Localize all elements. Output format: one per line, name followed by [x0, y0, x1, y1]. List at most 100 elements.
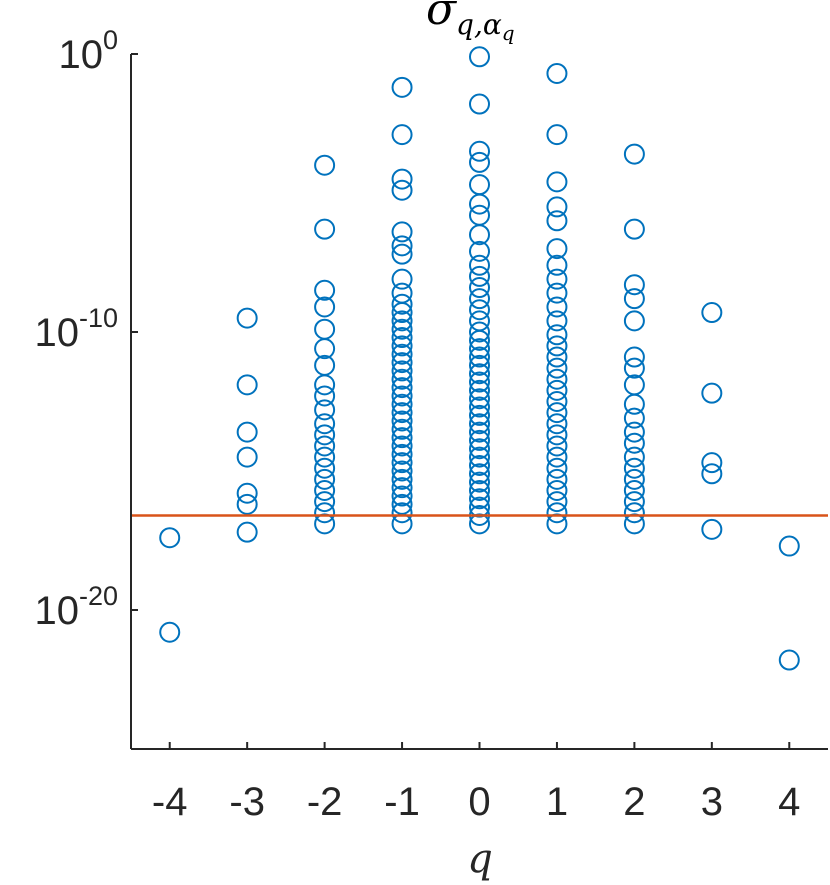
- data-point: [623, 421, 645, 443]
- data-point: [546, 346, 568, 368]
- data-point: [469, 240, 490, 262]
- data-point: [623, 288, 645, 310]
- data-point: [391, 452, 413, 474]
- data-point: [469, 471, 490, 493]
- data-point: [546, 254, 568, 276]
- data-point: [391, 282, 413, 304]
- x-tick-label: 4: [778, 780, 800, 824]
- data-point: [391, 221, 413, 243]
- data-point: [469, 371, 490, 393]
- x-axis-ticks: -4 -3 -2 -1 0 1 2 3 4: [152, 742, 800, 824]
- data-point: [391, 360, 413, 382]
- data-point: [469, 329, 490, 351]
- data-point: [469, 321, 490, 343]
- x-tick-label: -2: [307, 780, 343, 824]
- data-point: [623, 491, 645, 513]
- data-point: [469, 479, 490, 501]
- data-point: [391, 268, 413, 290]
- x-tick-label: -4: [152, 780, 188, 824]
- data-point: [469, 204, 490, 226]
- data-point: [623, 468, 645, 490]
- data-point: [623, 446, 645, 468]
- data-point: [391, 343, 413, 365]
- data-point: [391, 443, 413, 465]
- x-tick-label: -3: [229, 780, 265, 824]
- data-point: [546, 491, 568, 513]
- chart-title: σq,αq: [426, 0, 515, 45]
- data-point: [314, 154, 336, 176]
- data-point: [391, 168, 413, 190]
- data-point: [314, 446, 336, 468]
- data-point: [469, 93, 490, 115]
- data-point: [391, 318, 413, 340]
- data-point: [391, 76, 413, 98]
- data-point: [469, 174, 490, 196]
- data-point: [314, 513, 336, 535]
- data-point: [546, 210, 568, 232]
- data-point: [546, 391, 568, 412]
- data-point: [314, 502, 336, 524]
- data-point: [701, 452, 723, 474]
- data-point: [391, 327, 413, 349]
- data-point: [469, 193, 490, 215]
- data-point: [701, 463, 723, 485]
- data-point: [391, 302, 413, 324]
- data-point: [391, 410, 413, 432]
- data-point: [469, 413, 490, 435]
- data-point: [623, 357, 645, 379]
- data-point: [391, 402, 413, 424]
- data-point: [546, 468, 568, 490]
- x-axis-label: q: [467, 836, 493, 882]
- data-point: [469, 346, 490, 368]
- data-point: [623, 143, 645, 165]
- data-point: [469, 354, 490, 376]
- data-point: [314, 399, 336, 421]
- data-point: [469, 310, 490, 332]
- title-subscript-2: q: [502, 21, 515, 45]
- data-point: [314, 296, 336, 318]
- data-point: [546, 513, 568, 535]
- data-point: [623, 407, 645, 429]
- data-point: [469, 224, 490, 246]
- data-point: [236, 374, 258, 396]
- data-point: [469, 488, 490, 510]
- data-point: [701, 382, 723, 404]
- data-point: [701, 518, 723, 540]
- data-point: [469, 404, 490, 426]
- data-point: [546, 357, 568, 379]
- data-point: [159, 621, 181, 643]
- title-subscript: q,α: [456, 8, 502, 41]
- data-point: [623, 457, 645, 479]
- data-point: [623, 432, 645, 454]
- data-point: [469, 421, 490, 443]
- data-point: [623, 218, 645, 240]
- data-point: [314, 338, 336, 360]
- x-tick-label: 3: [701, 780, 723, 824]
- data-point: [469, 446, 490, 468]
- data-point: [546, 124, 568, 146]
- data-point: [314, 479, 336, 501]
- y-tick-label: 10-10: [34, 303, 118, 355]
- data-point: [546, 171, 568, 193]
- data-point: [391, 243, 413, 265]
- data-point: [391, 477, 413, 499]
- data-point: [314, 385, 336, 407]
- data-point: [546, 335, 568, 357]
- data-point: [778, 649, 800, 671]
- data-point: [778, 535, 800, 557]
- data-point: [623, 346, 645, 368]
- data-point: [236, 421, 258, 443]
- data-point: [546, 379, 568, 401]
- data-point: [236, 493, 258, 515]
- data-point: [546, 268, 568, 290]
- y-tick-label: 10-20: [34, 581, 118, 633]
- y-axis-ticks: 100 10-10 10-20: [34, 25, 138, 633]
- data-point: [314, 435, 336, 457]
- data-point: [391, 368, 413, 390]
- data-point: [469, 46, 490, 68]
- data-point: [236, 446, 258, 468]
- data-point: [469, 299, 490, 321]
- data-point: [236, 521, 258, 543]
- data-point: [469, 151, 490, 173]
